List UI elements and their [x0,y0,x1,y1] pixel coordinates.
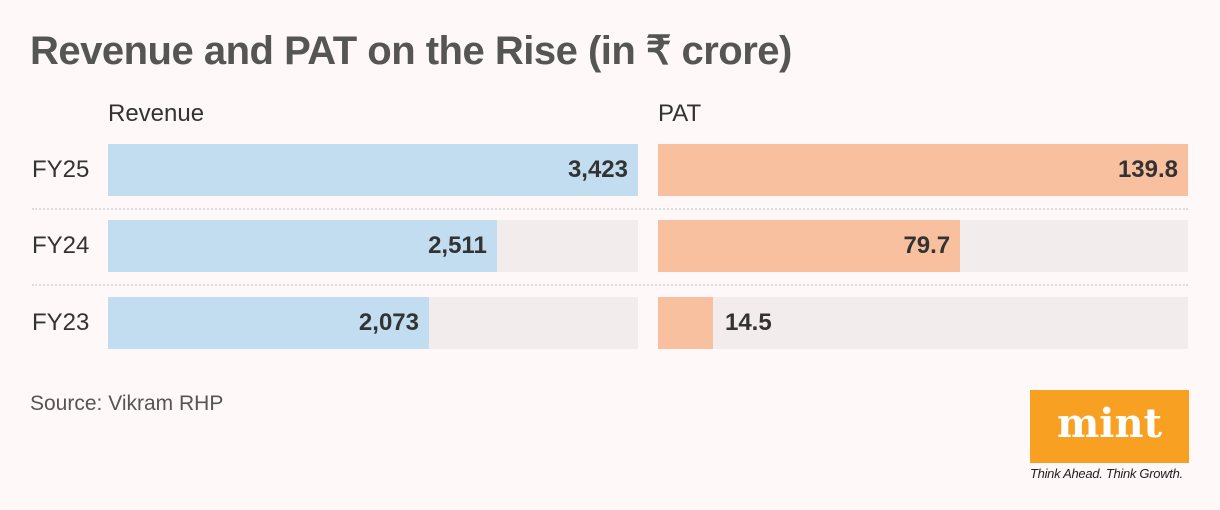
series-header-pat: PAT [658,100,702,127]
mint-logo: mint [1030,390,1189,463]
data-label: 139.8 [1117,156,1178,183]
bar-pat-fy25 [658,144,1188,196]
data-label: 3,423 [567,156,628,183]
data-label: 2,511 [428,232,487,259]
category-label: FY23 [32,309,90,336]
logo-text: mint [1056,400,1163,447]
bar-pat-fy24 [658,220,961,272]
bar-revenue-fy25 [108,144,638,196]
category-label: FY25 [32,156,90,183]
chart-title: Revenue and PAT on the Rise (in ₹ crore) [30,29,792,73]
bar-pat-fy23 [658,297,713,349]
bar-revenue-fy24 [108,220,497,272]
row-divider [32,284,1188,286]
source-note: Source: Vikram RHP [30,392,224,415]
series-header-revenue: Revenue [108,100,205,127]
data-label: 79.7 [903,232,951,259]
bar-track: 79.7 [658,220,1188,272]
data-label: 2,073 [358,309,419,336]
bar-track: 2,073 [108,297,638,349]
row-divider [32,208,1188,210]
logo-tagline: Think Ahead. Think Growth. [1030,466,1183,481]
category-label: FY24 [32,232,90,259]
bar-track: 3,423 [108,144,638,196]
bar-track: 2,511 [108,220,638,272]
bar-track: 14.5 [658,297,1188,349]
bar-revenue-fy23 [108,297,429,349]
bar-track: 139.8 [658,144,1188,196]
data-label: 14.5 [724,309,772,336]
